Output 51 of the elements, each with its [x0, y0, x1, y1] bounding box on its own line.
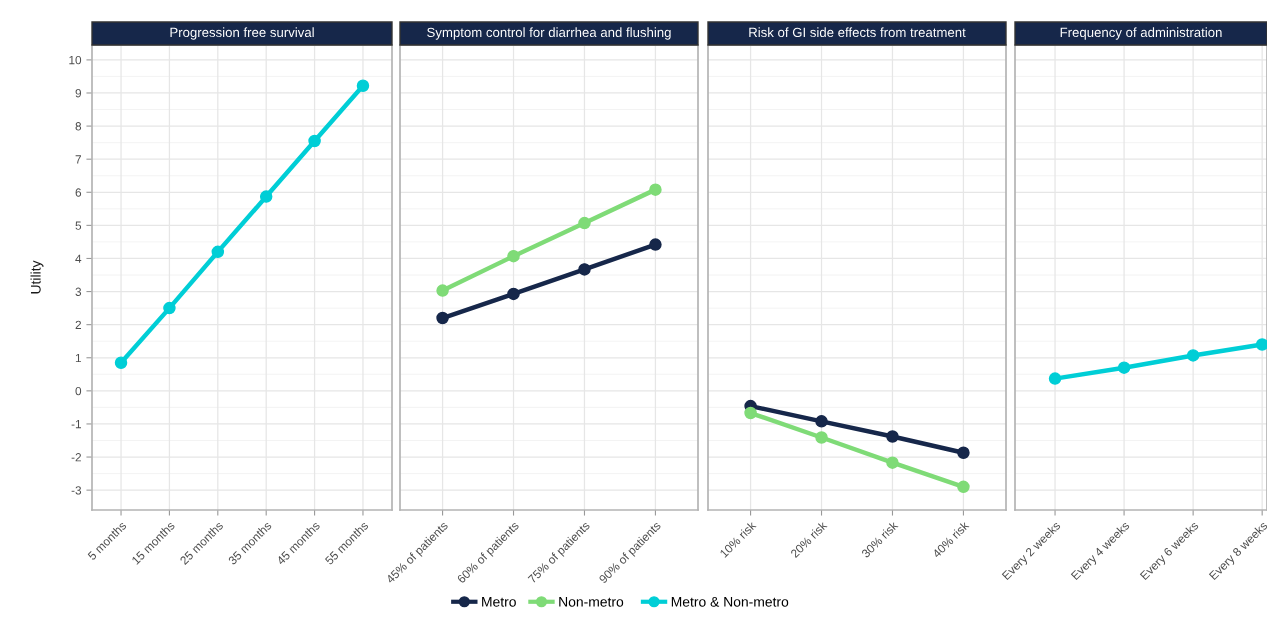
point: [114, 356, 128, 369]
chart-title: Symptom control for diarrhea and flushing: [427, 27, 671, 40]
y-tick-label: -3: [71, 486, 82, 495]
chart-title: Frequency of administration: [1060, 27, 1222, 40]
y-tick-label: 4: [75, 254, 82, 263]
y-tick-label: 2: [75, 320, 81, 329]
legend-label: Non-metro: [559, 597, 624, 607]
point: [957, 480, 970, 494]
point: [1255, 338, 1267, 351]
point: [507, 249, 520, 263]
point: [578, 263, 591, 276]
point: [578, 216, 591, 230]
y-tick-label: 0: [75, 386, 82, 396]
y-tick-label: 9: [75, 89, 82, 98]
point: [356, 79, 370, 92]
legend-label: Metro: [482, 597, 516, 607]
point: [886, 430, 899, 443]
x-tick-label: 20% risk: [789, 520, 828, 559]
point: [649, 183, 662, 196]
y-tick-label: -2: [71, 453, 81, 462]
x-tick-label: 40% risk: [931, 520, 970, 559]
y-tick-label: 10: [69, 55, 82, 65]
y-tick-label: 6: [75, 188, 82, 197]
y-tick-label: 3: [75, 287, 82, 296]
chart-title: Risk of GI side effects from treatment: [749, 27, 966, 38]
y-tick-label: 8: [75, 122, 82, 131]
point: [815, 415, 828, 428]
point: [957, 446, 970, 459]
point: [211, 245, 225, 259]
point: [308, 134, 321, 148]
point: [649, 238, 662, 251]
point: [436, 311, 449, 325]
x-tick-label: 30% risk: [860, 520, 899, 559]
point: [744, 406, 757, 420]
y-tick-label: -1: [71, 420, 82, 429]
point: [436, 284, 449, 297]
point: [886, 456, 899, 469]
point: [1117, 361, 1131, 374]
y-tick-label: 5: [75, 221, 82, 230]
y-axis-title: Utility: [30, 260, 44, 294]
point: [1048, 372, 1062, 385]
point: [507, 287, 520, 301]
point: [163, 301, 176, 315]
legend-label: Metro & Non-metro: [671, 597, 789, 607]
point: [1186, 349, 1200, 362]
y-tick-label: 1: [75, 353, 82, 363]
chart-title: Progression free survival: [170, 27, 314, 40]
point: [259, 190, 273, 203]
point: [815, 431, 828, 444]
y-tick-label: 7: [75, 155, 81, 164]
x-tick-label: 10% risk: [719, 520, 757, 558]
